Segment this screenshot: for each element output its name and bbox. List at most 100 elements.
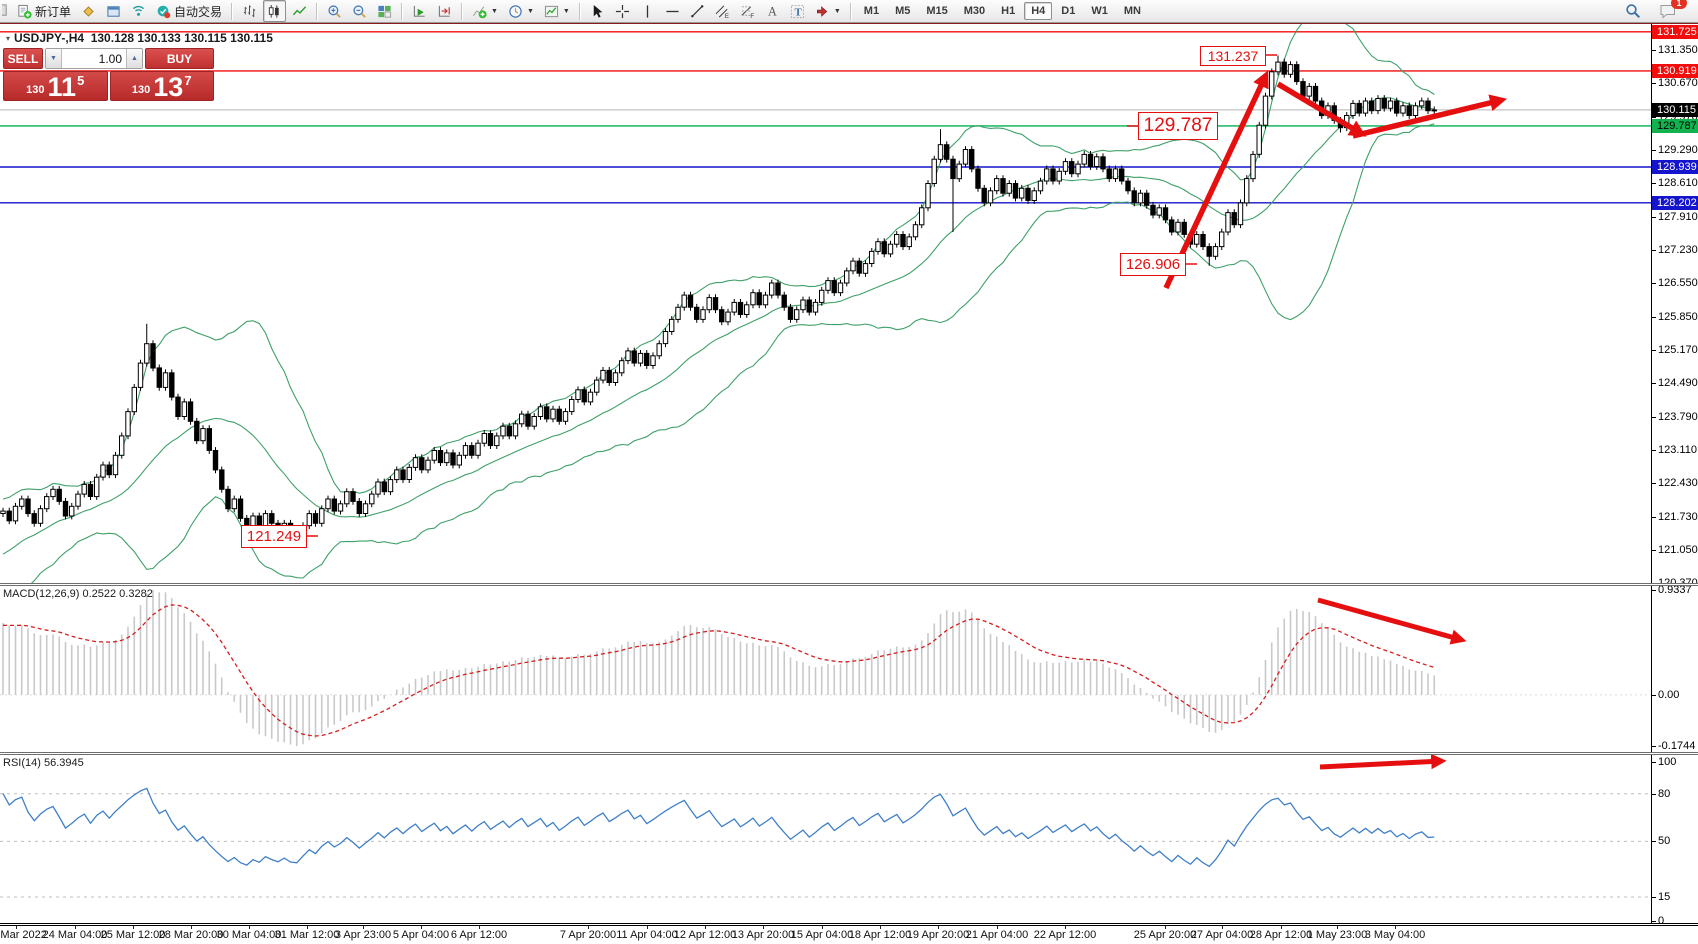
templates-icon [544,4,559,19]
price-annotation-box[interactable]: 131.237 [1200,46,1266,66]
toolbar-separator [461,2,464,20]
line-chart-button[interactable] [288,0,311,22]
price-annotation-box[interactable]: 121.249 [241,525,307,548]
indicators-list-button[interactable]: ▼ [468,0,502,22]
main-price-chart[interactable] [0,24,1651,583]
axis-tick [1652,50,1656,51]
timeframe-d1[interactable]: D1 [1061,5,1076,17]
line-chart-icon [292,4,307,19]
fibonacci-tool-button[interactable]: F [736,0,759,22]
templates-button[interactable]: ▼ [540,0,574,22]
price-tick-label: 130.670 [1658,77,1698,89]
auto-scroll-button[interactable] [408,0,431,22]
sell-price-figure: 130 [26,84,45,96]
time-axis-label: 28 Mar 20:00 [158,929,224,941]
horizontal-line-tool-button[interactable] [661,0,684,22]
timeframe-m30[interactable]: M30 [963,5,986,17]
arrows-tool-dropdown-icon[interactable]: ▼ [833,7,841,15]
toolbar-right: 1 [1620,0,1696,22]
timeframe-m5[interactable]: M5 [895,5,911,17]
sell-price-block[interactable]: 130 11 5 [3,71,108,101]
time-axis-label: 6 Apr 12:00 [450,929,508,941]
rsi-axis-label: 50 [1658,835,1671,847]
buy-button[interactable]: BUY [145,48,214,69]
vertical-line-tool-button[interactable] [636,0,659,22]
sell-button[interactable]: SELL [3,48,43,69]
time-axis-tick [1222,925,1223,929]
buy-price-block[interactable]: 130 13 7 [109,71,214,101]
volume-decrease-icon[interactable]: ▼ [46,49,62,68]
time-axis-label: 28 Apr 12:00 [1249,929,1313,941]
timeframe-h1[interactable]: H1 [1001,5,1016,17]
axis-tick [1652,217,1656,218]
text-label-tool-button[interactable]: T [786,0,809,22]
time-axis-label: 1 May 23:00 [1306,929,1368,941]
text-tool-icon: A [765,4,780,19]
tile-windows-button[interactable] [373,0,396,22]
chart-profiles-button[interactable] [77,0,100,22]
price-annotation-box[interactable]: 129.787 [1138,112,1218,140]
horizontal-line-tool-icon [665,4,680,19]
time-axis-tick [647,925,648,929]
new-order-button[interactable]: 新订单 [13,0,75,22]
chart-title-text: USDJPY-,H4 130.128 130.133 130.115 130.1… [14,31,273,45]
search-icon [1625,3,1641,19]
periods-button[interactable]: ▼ [504,0,538,22]
axis-tick [1652,383,1656,384]
time-axis-tick [1395,925,1396,929]
arrows-tool-icon [815,4,830,19]
zoom-out-button[interactable] [348,0,371,22]
crosshair-button[interactable] [611,0,634,22]
toolbar-separator [578,2,581,20]
timeframe-m15[interactable]: M15 [926,5,948,17]
chart-window[interactable]: ▾ USDJPY-,H4 130.128 130.133 130.115 130… [0,23,1698,927]
rsi-pane[interactable] [0,755,1651,923]
candlestick-chart-button[interactable] [263,0,287,22]
data-window-icon [106,4,121,19]
signals-button[interactable] [127,0,150,22]
volume-increase-icon[interactable]: ▲ [126,49,142,68]
auto-trading-button[interactable]: 自动交易 [152,0,226,22]
time-axis-tick [191,925,192,929]
timeframe-w1[interactable]: W1 [1091,5,1108,17]
timeframe-h4[interactable]: H4 [1024,2,1053,20]
text-tool-button[interactable]: A [761,0,784,22]
chart-collapse-icon[interactable]: ▾ [6,33,11,43]
trendline-tool-button[interactable] [686,0,709,22]
arrows-tool-button[interactable]: ▼ [811,0,845,22]
sell-price-pips: 11 [47,72,77,102]
trendline-tool-icon [690,4,705,19]
templates-dropdown-icon[interactable]: ▼ [562,7,570,15]
pane-separator[interactable] [0,752,1698,755]
time-axis-label: 19 Apr 20:00 [906,929,970,941]
bar-chart-icon [242,4,257,19]
equidistant-channel-tool-button[interactable]: E [711,0,734,22]
data-window-button[interactable] [102,0,125,22]
macd-pane[interactable] [0,586,1651,752]
timeframe-m1[interactable]: M1 [863,5,880,17]
chat-button[interactable]: 1 [1655,0,1687,22]
axis-tick [1652,590,1656,591]
chart-shift-button[interactable] [433,0,456,22]
indicators-list-dropdown-icon[interactable]: ▼ [491,7,498,15]
periods-dropdown-icon[interactable]: ▼ [526,7,534,15]
toolbar-separator [849,2,852,20]
cursor-icon [590,4,605,19]
volume-input[interactable] [62,49,126,68]
svg-text:T: T [794,6,802,18]
price-badge: 130.919 [1652,64,1698,78]
search-button[interactable] [1621,0,1645,22]
periods-icon [508,4,523,19]
price-axis[interactable]: 131.350 130.670 129.970 129.290 128.610 127.9… [1651,24,1698,927]
rsi-axis-label: 0 [1658,915,1665,927]
bar-chart-button[interactable] [238,0,261,22]
new-order-label: 新订单 [35,4,72,19]
price-annotation-box[interactable]: 126.906 [1120,253,1186,276]
zoom-in-button[interactable] [323,0,346,22]
pane-separator[interactable] [0,583,1698,586]
clipped-toolbar-icon[interactable] [2,3,10,19]
cursor-button[interactable] [586,0,609,22]
timeframe-mn[interactable]: MN [1123,5,1141,17]
svg-text:F: F [750,13,754,19]
